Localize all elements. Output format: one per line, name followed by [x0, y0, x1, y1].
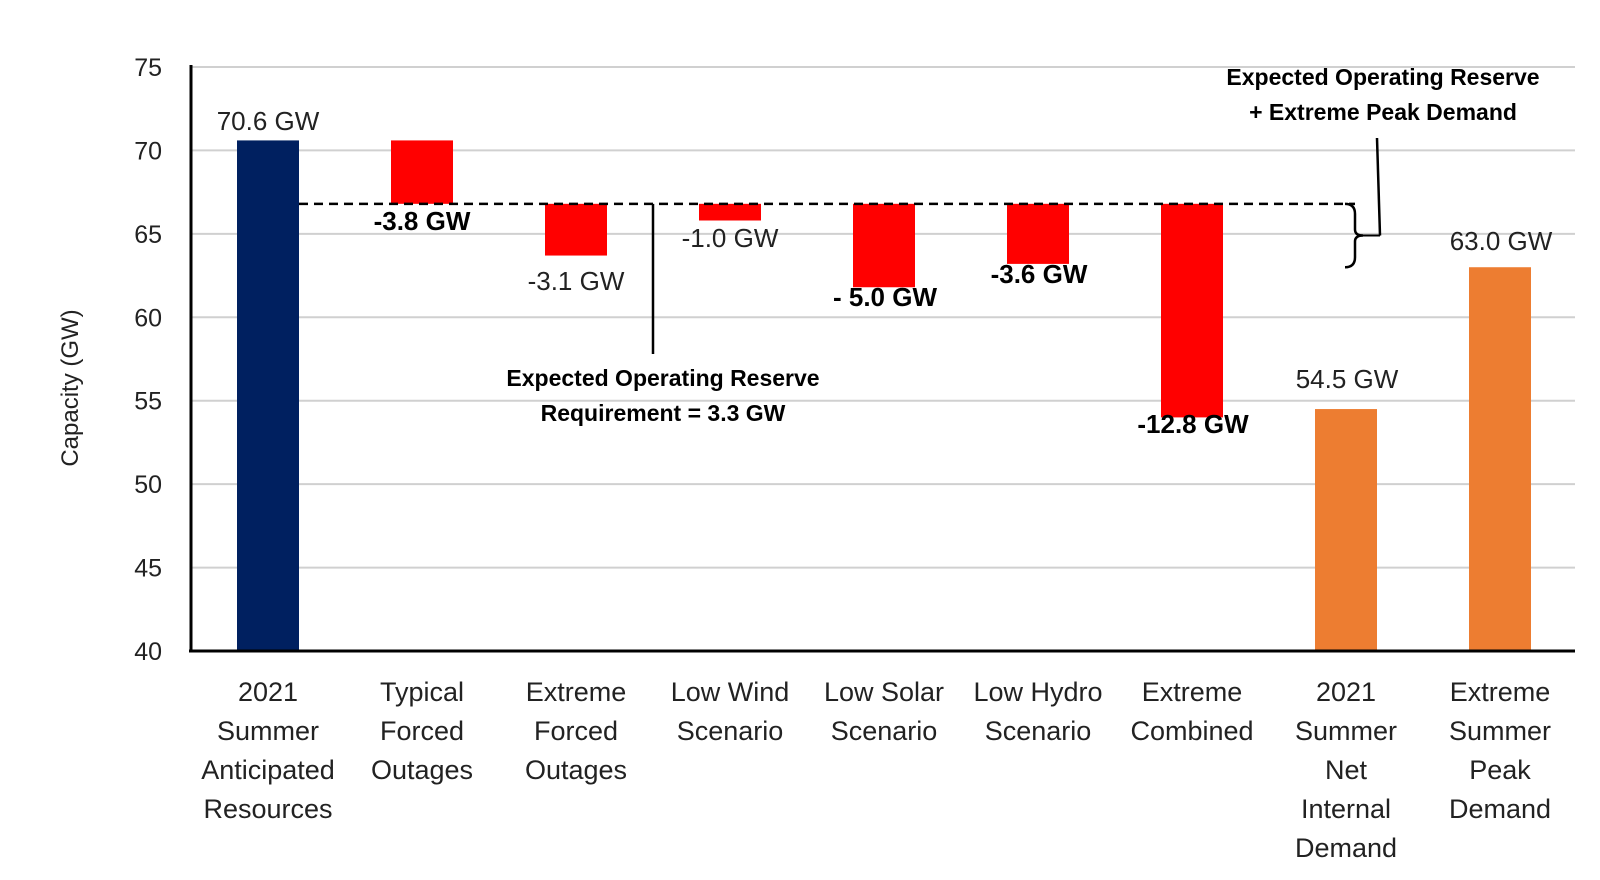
x-category-label: Extreme	[526, 677, 627, 707]
bars	[237, 140, 1531, 651]
bar	[1007, 203, 1069, 264]
y-axis-label: Capacity (GW)	[57, 309, 84, 466]
x-category-label: 2021	[1316, 677, 1376, 707]
x-category-label: Outages	[371, 755, 473, 785]
reference-lines	[299, 137, 1382, 354]
x-category-label: Extreme	[1142, 677, 1243, 707]
x-category-label: Summer	[1449, 716, 1551, 746]
x-category-label: Low Wind	[671, 677, 790, 707]
data-label: -3.8 GW	[374, 206, 471, 236]
data-label: -3.1 GW	[528, 266, 625, 296]
x-category-label: Demand	[1449, 794, 1551, 824]
x-category-label: Scenario	[985, 716, 1092, 746]
data-labels: 2021 Summer Anticipated Resources Typical For…	[201, 106, 1553, 863]
x-category-label: Extreme	[1450, 677, 1551, 707]
y-tick-label: 65	[134, 221, 162, 249]
bracket-pointer-line	[1375, 137, 1382, 236]
y-tick-label: 55	[134, 388, 162, 416]
y-tick-label: 60	[134, 304, 162, 332]
data-label: -1.0 GW	[682, 223, 779, 253]
y-tick-label: 40	[134, 638, 162, 666]
x-category-label: Outages	[525, 755, 627, 785]
bar	[1161, 203, 1223, 418]
data-label: 70.6 GW	[217, 106, 320, 136]
bar	[237, 140, 299, 651]
x-category-label: Low Solar	[824, 677, 944, 707]
y-tick-label: 70	[134, 137, 162, 165]
data-label: 54.5 GW	[1296, 364, 1399, 394]
y-tick-label: 50	[134, 471, 162, 499]
annotation-reserve-plus-peak-line1: Expected Operating Reserve	[1226, 64, 1539, 90]
bar	[699, 203, 761, 221]
x-category-label: Scenario	[677, 716, 784, 746]
x-category-label: Low Hydro	[973, 677, 1102, 707]
annotation-reserve-requirement-line2: Requirement = 3.3 GW	[541, 400, 786, 426]
reserve-peak-bracket	[1344, 202, 1364, 269]
x-category-label: Summer	[1295, 716, 1397, 746]
x-category-label: Resources	[203, 794, 332, 824]
axes: 40 45 50 55 60 65 70 75	[134, 54, 1575, 666]
annotation-reserve-plus-peak-line2: + Extreme Peak Demand	[1249, 99, 1517, 125]
bar	[391, 140, 453, 204]
bar	[545, 203, 607, 256]
data-label: -3.6 GW	[991, 259, 1088, 289]
x-category-label: Peak	[1469, 755, 1531, 785]
x-category-label: Combined	[1130, 716, 1253, 746]
bar	[853, 203, 915, 288]
bar	[1315, 409, 1377, 651]
x-category-label: Internal	[1301, 794, 1391, 824]
x-category-label: 2021	[238, 677, 298, 707]
data-label: -12.8 GW	[1137, 409, 1249, 439]
x-category-label: Forced	[380, 716, 464, 746]
y-tick-label: 45	[134, 555, 162, 583]
x-category-label: Scenario	[831, 716, 938, 746]
x-category-label: Forced	[534, 716, 618, 746]
x-category-label: Summer	[217, 716, 319, 746]
x-category-label: Net	[1325, 755, 1368, 785]
y-tick-label: 75	[134, 54, 162, 82]
x-category-label: Anticipated	[201, 755, 335, 785]
annotation-reserve-requirement-line1: Expected Operating Reserve	[506, 365, 819, 391]
x-category-label: Demand	[1295, 833, 1397, 863]
x-category-label: Typical	[380, 677, 464, 707]
bar	[1469, 267, 1531, 651]
data-label: - 5.0 GW	[833, 282, 937, 312]
data-label: 63.0 GW	[1450, 226, 1553, 256]
